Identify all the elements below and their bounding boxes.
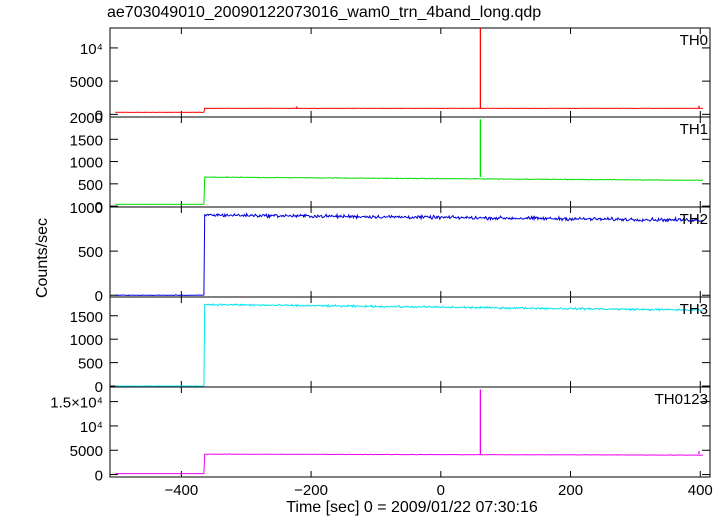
x-tick-label: 0	[437, 482, 445, 499]
y-tick-label: 500	[78, 244, 103, 261]
y-axis-title: Counts/sec	[34, 218, 51, 298]
y-tick-label: 1500	[70, 132, 103, 149]
panel-frame	[109, 27, 711, 118]
x-axis-tick-labels: −400 −200 0 200 400	[164, 482, 712, 499]
series-line-th0123	[115, 453, 704, 475]
y-tick-label: 500	[78, 356, 103, 373]
panel-frame	[109, 296, 711, 388]
panel-label-th0: TH0	[680, 32, 708, 49]
panel-label-th2: TH2	[680, 211, 708, 228]
y-tick-label: 0	[95, 288, 103, 305]
y-tick-label: 500	[78, 177, 103, 194]
series-line-th1	[115, 176, 704, 205]
series-line-th2	[115, 212, 704, 297]
y-tick-label: 0	[95, 199, 103, 216]
y-tick-label: 10⁴	[80, 419, 103, 436]
y-tick-label: 1000	[70, 332, 103, 349]
x-tick-label: −200	[294, 482, 328, 499]
x-axis-title: Time [sec] 0 = 2009/01/22 07:30:16	[286, 499, 538, 516]
y-tick-label: 1000	[70, 200, 103, 217]
y-tick-label: 10⁴	[80, 41, 103, 58]
panel-label-th0123: TH0123	[655, 391, 708, 408]
y-tick-label: 5000	[70, 443, 103, 460]
panels-group: 0500010⁴TH00500100015002000TH105001000TH…	[50, 27, 711, 485]
panel-frame	[109, 206, 711, 298]
y-tick-label: 0	[95, 468, 103, 485]
panel-label-th1: TH1	[680, 121, 708, 138]
x-tick-label: −400	[164, 482, 198, 499]
series-line-th3	[115, 303, 704, 387]
panel-frame	[109, 116, 711, 208]
panel-frame	[109, 386, 711, 478]
y-tick-label: 1500	[70, 309, 103, 326]
panel-label-th3: TH3	[680, 301, 708, 318]
x-tick-label: 400	[688, 482, 713, 499]
y-tick-label: 0	[95, 379, 103, 396]
y-tick-label: 0	[95, 107, 103, 124]
x-tick-label: 200	[558, 482, 583, 499]
chart-title: ae703049010_20090122073016_wam0_trn_4ban…	[107, 4, 541, 21]
y-tick-label: 1.5×10⁴	[50, 395, 103, 412]
y-tick-label: 1000	[70, 155, 103, 172]
y-tick-label: 5000	[70, 74, 103, 91]
series-line-th0	[115, 107, 703, 113]
y-tick-label: 2000	[70, 110, 103, 127]
